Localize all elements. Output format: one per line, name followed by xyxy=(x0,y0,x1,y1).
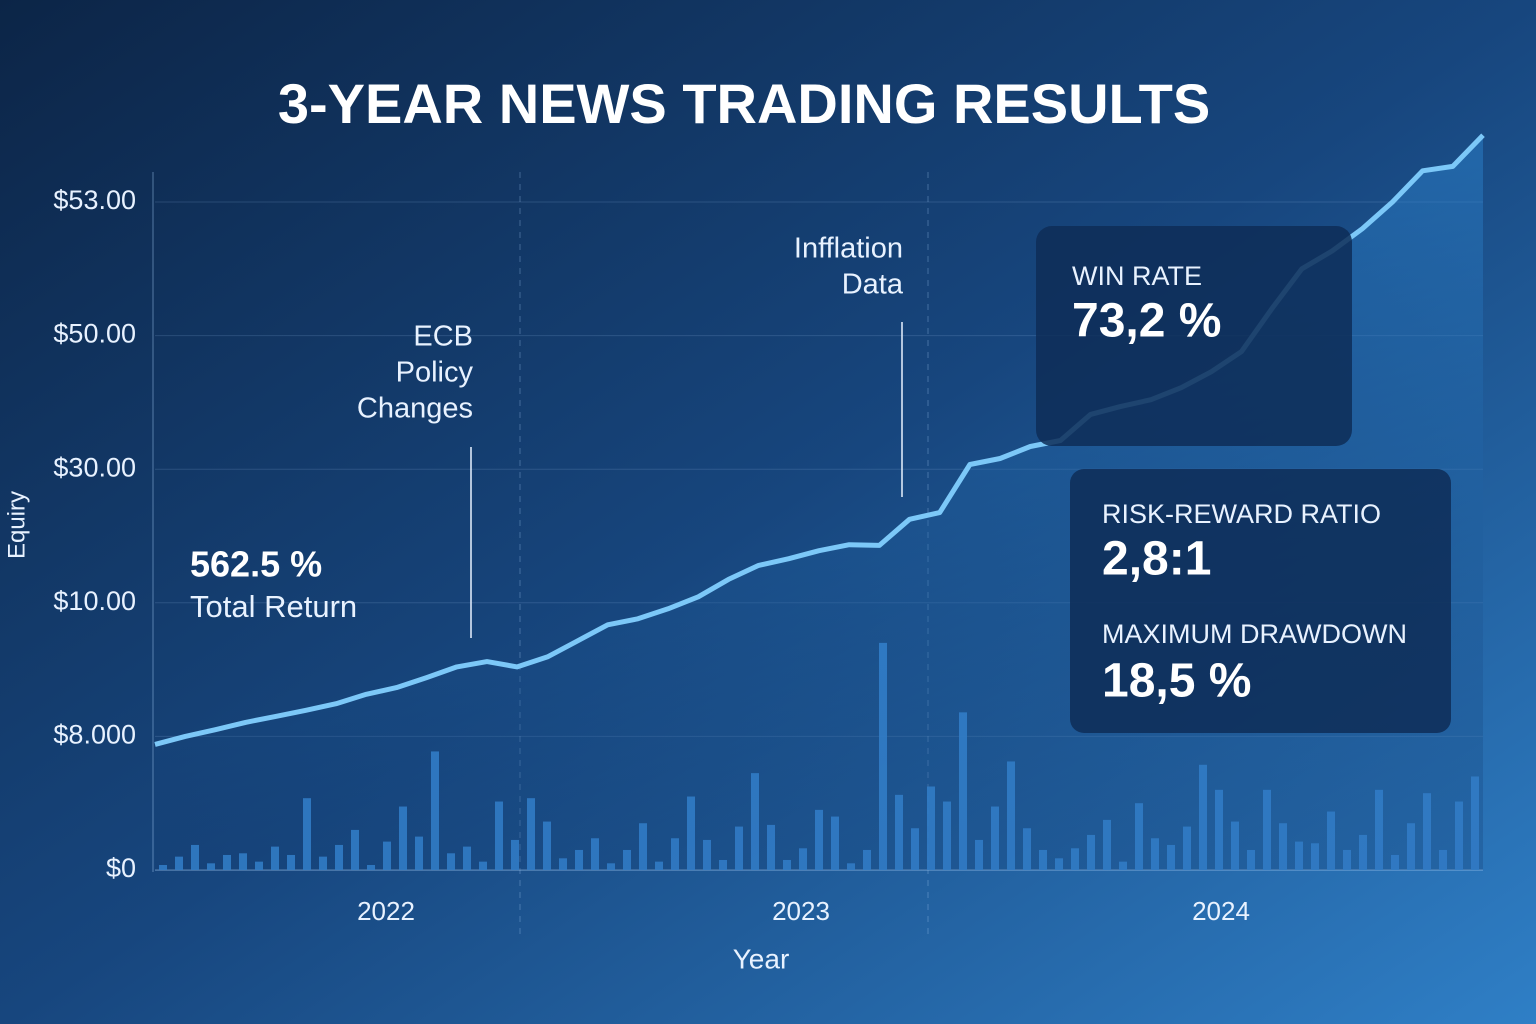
stat-value: 73,2 % xyxy=(1072,295,1221,348)
stat-label: MAXIMUM DRAWDOWN xyxy=(1102,619,1407,649)
stat-card xyxy=(1070,469,1451,733)
x-tick-label: 2023 xyxy=(772,896,830,926)
chart-title: 3-YEAR NEWS TRADING RESULTS xyxy=(278,72,1210,135)
y-tick-label: $8.000 xyxy=(53,720,136,750)
stat-value: 2,8:1 xyxy=(1102,533,1211,586)
stat-label: RISK-REWARD RATIO xyxy=(1102,499,1381,529)
total-return-value: 562.5 % xyxy=(190,544,322,585)
y-tick-label: $53.00 xyxy=(53,185,136,215)
annotation: Changes xyxy=(357,393,473,425)
annotation: Data xyxy=(842,269,904,301)
x-tick-label: 2022 xyxy=(357,896,415,926)
x-axis-label: Year xyxy=(733,943,790,974)
x-tick-label: 2024 xyxy=(1192,896,1250,926)
y-axis-label: Equiry xyxy=(3,491,30,559)
stat-label: WIN RATE xyxy=(1072,261,1202,291)
stat-card xyxy=(1036,226,1352,446)
total-return-label: Total Return xyxy=(190,589,357,624)
annotation: ECB xyxy=(413,321,473,353)
y-tick-label: $50.00 xyxy=(53,319,136,349)
annotation: Policy xyxy=(396,357,474,389)
y-tick-label: $0 xyxy=(106,853,136,883)
y-tick-label: $10.00 xyxy=(53,586,136,616)
annotation: Infflation xyxy=(794,233,903,265)
y-tick-label: $30.00 xyxy=(53,452,136,482)
stat-value: 18,5 % xyxy=(1102,655,1251,708)
